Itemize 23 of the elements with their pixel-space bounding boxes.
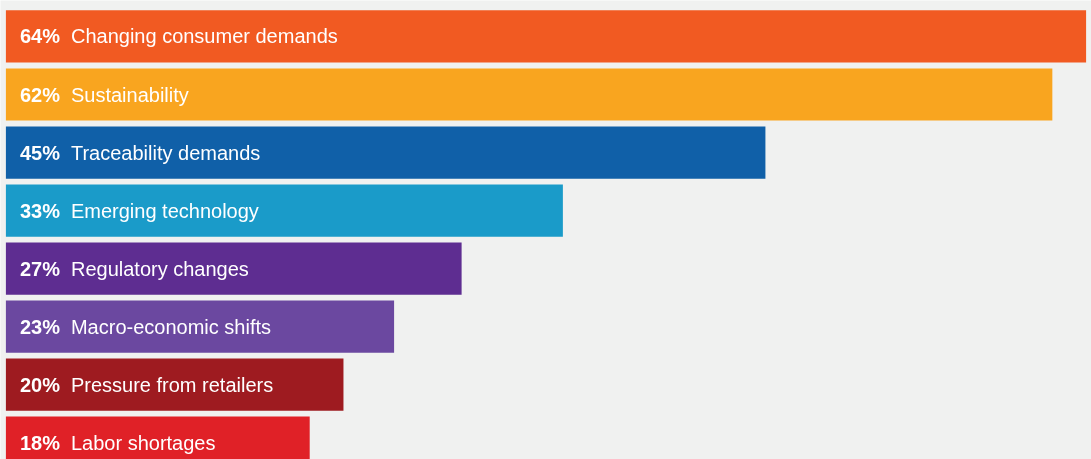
bar xyxy=(5,358,344,411)
y-tick-label: Emerging technology xyxy=(70,199,259,222)
bar xyxy=(5,126,766,179)
bar xyxy=(5,242,462,295)
bar xyxy=(5,10,1087,63)
data-label: 62% xyxy=(19,83,61,106)
data-label: 45% xyxy=(19,141,61,164)
data-label: 20% xyxy=(19,373,61,396)
data-label: 33% xyxy=(19,199,61,222)
bar xyxy=(5,300,395,353)
data-label: 18% xyxy=(19,431,61,454)
bar xyxy=(5,184,563,237)
data-label: 64% xyxy=(19,25,61,48)
y-tick-label: Sustainability xyxy=(70,83,189,106)
data-label: 23% xyxy=(19,315,61,338)
y-tick-label: Regulatory changes xyxy=(70,257,249,280)
data-label: 27% xyxy=(19,257,61,280)
y-tick-label: Pressure from retailers xyxy=(70,373,274,396)
y-tick-label: Traceability demands xyxy=(70,141,261,164)
y-tick-label: Labor shortages xyxy=(70,431,216,454)
bar xyxy=(5,68,1053,121)
y-tick-label: Changing consumer demands xyxy=(70,25,338,48)
y-tick-label: Macro-economic shifts xyxy=(70,315,272,338)
